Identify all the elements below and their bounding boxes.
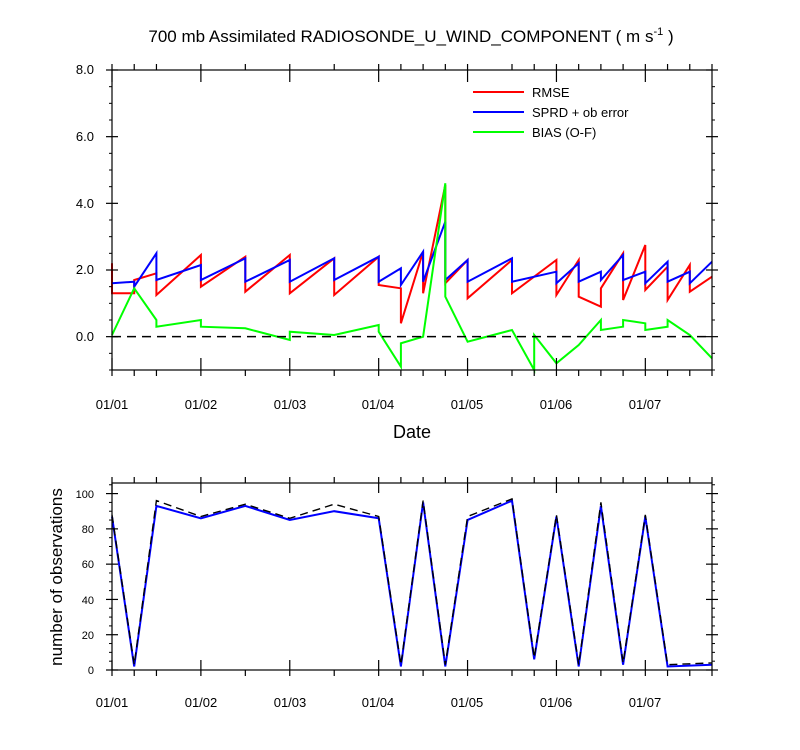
series-line-rmse	[111, 184, 713, 324]
top-xtick-label: 01/07	[629, 397, 662, 412]
bottom-xtick-label: 01/01	[96, 695, 129, 710]
series-line-bias	[111, 183, 713, 374]
bottom-ytick-label: 60	[82, 559, 94, 571]
bottom-series-group	[111, 497, 713, 668]
bottom-ytick-label: 0	[88, 665, 94, 677]
bottom-xtick-label: 01/06	[540, 695, 573, 710]
top-xtick-label: 01/05	[451, 397, 484, 412]
top-ytick-label: 4.0	[76, 196, 94, 211]
bottom-ytick-label: 20	[82, 630, 94, 642]
top-ytick-label: 2.0	[76, 262, 94, 277]
y-axis-title: number of observations	[47, 488, 66, 666]
bottom-xtick-label: 01/02	[185, 695, 218, 710]
top-ytick-label: 0.0	[76, 329, 94, 344]
bottom-chart: 0 20 40 60 80 100 01/01 01/02 01/03 01/0…	[47, 477, 718, 710]
bottom-xtick-label: 01/03	[274, 695, 307, 710]
chart-title: 700 mb Assimilated RADIOSONDE_U_WIND_COM…	[148, 26, 673, 46]
top-xtick-label: 01/06	[540, 397, 573, 412]
bottom-xtick-label: 01/07	[629, 695, 662, 710]
top-xtick-label: 01/03	[274, 397, 307, 412]
series-line-obs_total	[111, 497, 713, 666]
top-ytick-label: 6.0	[76, 129, 94, 144]
legend: RMSE SPRD + ob error BIAS (O-F)	[473, 85, 629, 140]
bottom-plot-frame	[111, 482, 713, 671]
x-axis-title: Date	[393, 422, 431, 442]
bottom-ytick-label: 40	[82, 595, 94, 607]
top-xtick-label: 01/02	[185, 397, 218, 412]
top-chart: 700 mb Assimilated RADIOSONDE_U_WIND_COM…	[76, 26, 718, 442]
bottom-xtick-label: 01/05	[451, 695, 484, 710]
bottom-ytick-label: 80	[82, 524, 94, 536]
top-xtick-label: 01/04	[362, 397, 395, 412]
bottom-ytick-label: 100	[76, 489, 94, 501]
bottom-xtick-label: 01/04	[362, 695, 395, 710]
top-ytick-label: 8.0	[76, 62, 94, 77]
top-ticks	[106, 64, 718, 376]
legend-label-bias: BIAS (O-F)	[532, 125, 596, 140]
top-series-group	[111, 183, 713, 374]
legend-label-rmse: RMSE	[532, 85, 570, 100]
bottom-ticks	[106, 477, 718, 676]
top-xtick-label: 01/01	[96, 397, 129, 412]
legend-label-sprd: SPRD + ob error	[532, 105, 629, 120]
series-line-obs_assim	[111, 499, 713, 668]
